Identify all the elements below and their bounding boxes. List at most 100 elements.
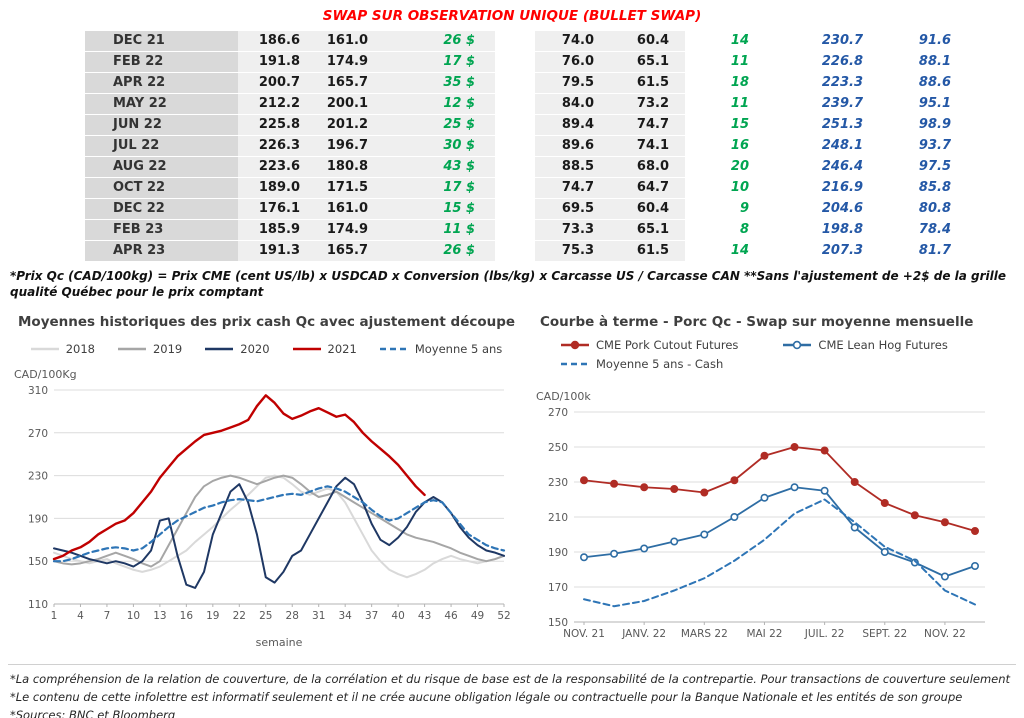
- value-cell: 8: [739, 222, 749, 237]
- value-cell: 200.7: [238, 73, 310, 93]
- value-cell: 200.1: [310, 94, 382, 114]
- value-cell: 174.9: [310, 220, 382, 240]
- value-cell: 212.2: [238, 94, 310, 114]
- legend-label: Moyenne 5 ans - Cash: [596, 357, 724, 372]
- x-tick-label: 40: [391, 610, 404, 622]
- y-tick-label: 250: [548, 442, 568, 454]
- value-cell: 176.1: [238, 199, 310, 219]
- value-cell: 95.1: [918, 96, 951, 111]
- value-cell: 75.3: [535, 241, 610, 261]
- value-cell: 11: [730, 96, 749, 111]
- month-cell: JUN 22: [85, 115, 238, 135]
- legend-label: 2019: [152, 342, 183, 357]
- month-cell: MAY 22: [85, 94, 238, 114]
- value-cell: 15 $: [382, 199, 495, 219]
- value-cell: 201.2: [310, 115, 382, 135]
- value-cell: 91.6: [918, 33, 951, 48]
- value-cell: 26 $: [382, 241, 495, 261]
- legend-item: 2021: [292, 342, 357, 356]
- x-tick-label: 7: [104, 610, 111, 622]
- table-row: MAY 22 212.2 200.1 12 $ 84.0 73.2 11 239.7 95.1: [85, 94, 955, 114]
- spacer-cell: [495, 136, 535, 156]
- legend-label: CME Lean Hog Futures: [818, 338, 948, 353]
- value-cell: 207.3: [821, 243, 863, 258]
- legend-item: 2019: [117, 342, 182, 356]
- value-cell: 97.5: [918, 159, 951, 174]
- value-cell: 189.0: [238, 178, 310, 198]
- data-point-marker: [760, 452, 769, 461]
- value-cell: 76.0: [535, 52, 610, 72]
- data-point-marker: [670, 485, 679, 494]
- table-row: FEB 23 185.9 174.9 11 $ 73.3 65.1 8 198.8 78.4: [85, 220, 955, 240]
- value-cell: 11 $: [382, 220, 495, 240]
- spacer-cell: [495, 157, 535, 177]
- y-axis-title: CAD/100k: [536, 390, 591, 403]
- data-point-marker: [700, 530, 709, 539]
- spacer-cell: [495, 94, 535, 114]
- month-cell: APR 23: [85, 241, 238, 261]
- value-cell: 198.8: [821, 222, 863, 237]
- y-axis-title: CAD/100Kg: [14, 368, 77, 381]
- data-point-marker: [640, 544, 649, 553]
- data-point-marker: [820, 487, 829, 496]
- legend-label: Moyenne 5 ans: [414, 342, 503, 357]
- y-tick-label: 150: [548, 617, 568, 629]
- legend-marker-icon: [561, 363, 589, 366]
- value-cell: 161.0: [310, 199, 382, 219]
- month-cell: OCT 22: [85, 178, 238, 198]
- x-tick-label: SEPT. 22: [862, 628, 907, 640]
- y-tick-label: 230: [548, 477, 568, 489]
- value-cell: 12 $: [382, 94, 495, 114]
- legend-item: CME Lean Hog Futures: [782, 338, 948, 353]
- value-cell: 80.8: [918, 201, 951, 216]
- value-cell: 93.7: [918, 138, 951, 153]
- historical-chart-title: Moyennes historiques des prix cash Qc av…: [18, 314, 516, 331]
- data-point-marker: [700, 488, 709, 497]
- data-point-marker: [910, 558, 919, 567]
- x-tick-label: 52: [497, 610, 510, 622]
- month-cell: DEC 21: [85, 31, 238, 51]
- data-point-marker: [670, 537, 679, 546]
- data-point-marker: [940, 518, 949, 527]
- spacer-cell: [495, 115, 535, 135]
- value-cell: 64.7: [610, 178, 685, 198]
- value-cell: 61.5: [610, 241, 685, 261]
- data-point-marker: [790, 483, 799, 492]
- value-cell: 65.1: [610, 52, 685, 72]
- y-tick-label: 270: [548, 407, 568, 419]
- value-cell: 79.5: [535, 73, 610, 93]
- swap-table: DEC 21 186.6 161.0 26 $74.0 60.4 14 230.7 91.6 F…: [85, 31, 955, 261]
- series-moyenne-5-ans-cash: [583, 498, 976, 608]
- x-tick-label: 22: [233, 610, 246, 622]
- x-tick-label: 10: [127, 610, 140, 622]
- month-cell: AUG 22: [85, 157, 238, 177]
- table-row: AUG 22 223.6 180.8 43 $ 88.5 68.0 20 246.4 97.5: [85, 157, 955, 177]
- x-tick-label: 1: [51, 610, 58, 622]
- value-cell: 171.5: [310, 178, 382, 198]
- value-cell: 251.3: [821, 117, 863, 132]
- data-point-marker: [970, 562, 979, 571]
- gridlines: 150 170 190 210 230 250 270: [548, 407, 985, 629]
- data-point-marker: [790, 443, 799, 452]
- value-cell: 161.0: [310, 31, 382, 51]
- x-axis: NOV. 21 JANV. 22 MARS 22 MAI 22 JUIL. 22 SEPT…: [563, 622, 966, 640]
- historical-price-chart: 110 150 190 230 270 310 1 4 7 10 13 16 19 22 25 28 31 34 3…: [14, 368, 511, 649]
- value-cell: 17 $: [382, 178, 495, 198]
- x-tick-label: 19: [206, 610, 219, 622]
- data-point-marker: [970, 527, 979, 536]
- legend-label: CME Pork Cutout Futures: [596, 338, 739, 353]
- value-cell: 88.5: [535, 157, 610, 177]
- table-footnote: *Prix Qc (CAD/100kg) = Prix CME (cent US…: [10, 269, 1007, 300]
- series-cme-lean-hog-futures: [579, 483, 979, 581]
- value-cell: 25 $: [382, 115, 495, 135]
- legend-label: 2018: [65, 342, 95, 357]
- value-cell: 223.3: [821, 75, 863, 90]
- series-2021: [52, 394, 426, 561]
- x-tick-label: 31: [312, 610, 325, 622]
- value-cell: 10: [730, 180, 749, 195]
- x-axis-title: semaine: [256, 636, 303, 649]
- x-tick-label: 28: [286, 610, 299, 622]
- table-row: DEC 22 176.1 161.0 15 $ 69.5 60.4 9 204.6 80.8: [85, 199, 955, 219]
- x-tick-label: 49: [471, 610, 484, 622]
- forward-curve-chart: 150 170 190 210 230 250 270 NOV. 21 JANV. 22 MARS…: [536, 390, 985, 640]
